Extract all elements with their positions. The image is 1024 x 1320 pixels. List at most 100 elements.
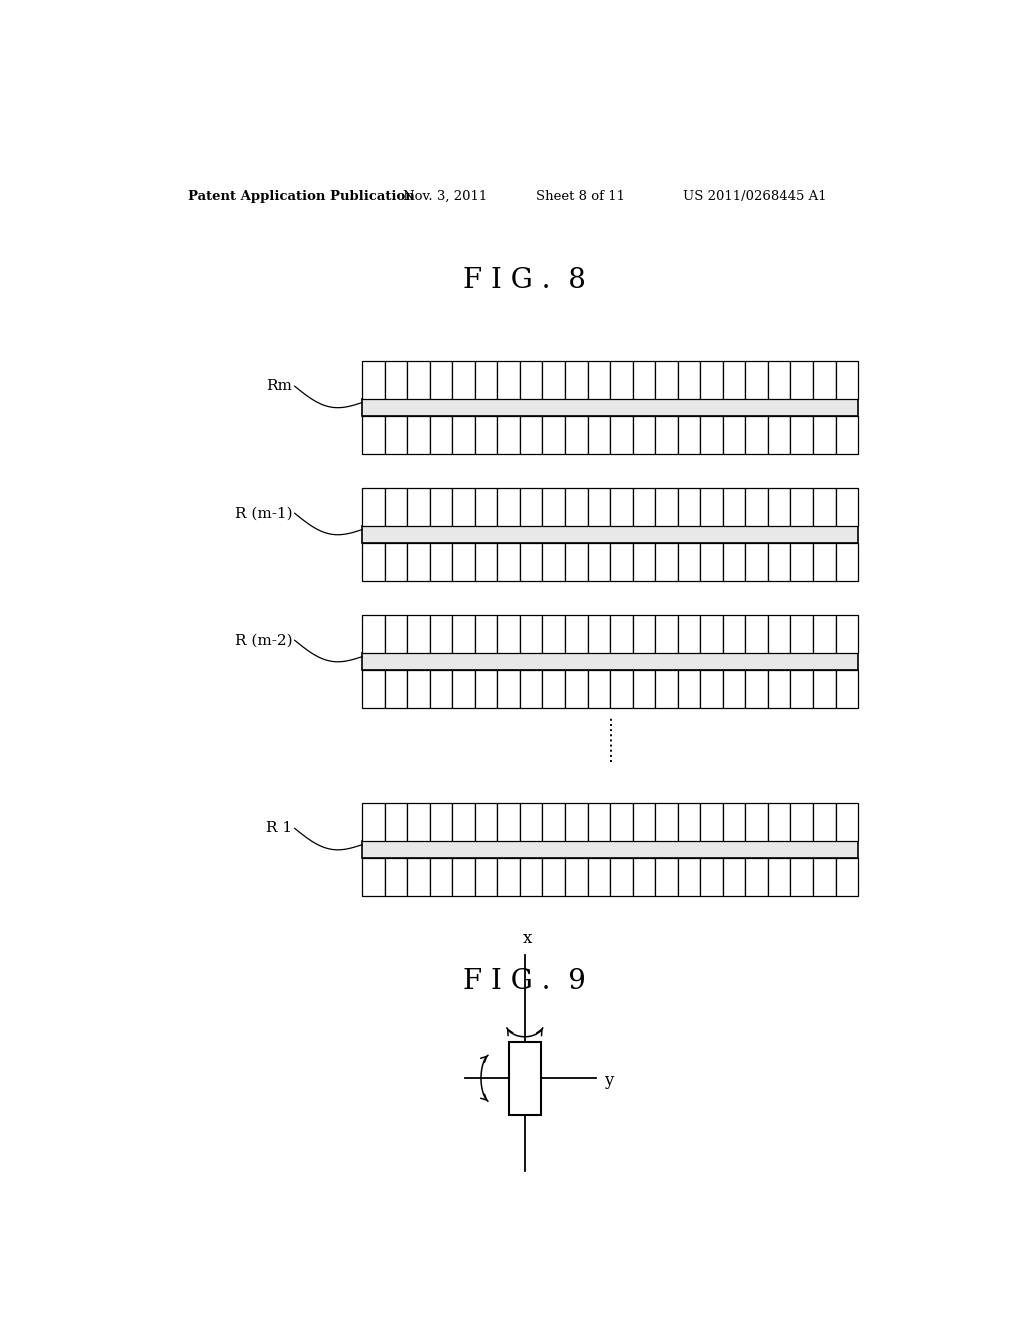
Bar bbox=[768, 858, 791, 896]
Bar bbox=[610, 615, 633, 653]
Bar bbox=[565, 615, 588, 653]
Bar bbox=[430, 615, 453, 653]
Bar bbox=[408, 416, 430, 454]
Bar bbox=[655, 543, 678, 581]
Bar bbox=[633, 669, 655, 709]
Text: R (m-1): R (m-1) bbox=[234, 507, 292, 520]
Bar bbox=[588, 543, 610, 581]
Text: Nov. 3, 2011: Nov. 3, 2011 bbox=[403, 190, 487, 202]
Text: US 2011/0268445 A1: US 2011/0268445 A1 bbox=[683, 190, 826, 202]
Bar bbox=[543, 360, 565, 399]
Bar bbox=[498, 803, 520, 841]
Bar bbox=[520, 615, 543, 653]
Bar bbox=[565, 360, 588, 399]
Bar bbox=[791, 416, 813, 454]
Bar bbox=[453, 543, 475, 581]
Bar bbox=[498, 416, 520, 454]
Bar bbox=[385, 416, 408, 454]
Bar bbox=[633, 615, 655, 653]
Bar bbox=[791, 360, 813, 399]
Bar bbox=[633, 487, 655, 527]
Bar bbox=[633, 360, 655, 399]
Text: Sheet 8 of 11: Sheet 8 of 11 bbox=[536, 190, 625, 202]
Bar bbox=[791, 803, 813, 841]
Bar bbox=[791, 669, 813, 709]
Text: Patent Application Publication: Patent Application Publication bbox=[187, 190, 415, 202]
Bar bbox=[700, 858, 723, 896]
Bar bbox=[813, 543, 836, 581]
Bar bbox=[813, 487, 836, 527]
Bar bbox=[655, 360, 678, 399]
Bar bbox=[408, 669, 430, 709]
Bar bbox=[408, 487, 430, 527]
Bar bbox=[768, 360, 791, 399]
Bar bbox=[565, 487, 588, 527]
Bar bbox=[723, 803, 745, 841]
Bar bbox=[520, 416, 543, 454]
Bar bbox=[745, 543, 768, 581]
Bar bbox=[385, 615, 408, 653]
Bar bbox=[430, 858, 453, 896]
Bar bbox=[475, 615, 498, 653]
Bar bbox=[362, 416, 385, 454]
Bar bbox=[565, 803, 588, 841]
Bar bbox=[430, 543, 453, 581]
Bar bbox=[678, 858, 700, 896]
Bar bbox=[745, 360, 768, 399]
Bar bbox=[813, 416, 836, 454]
Bar bbox=[362, 615, 385, 653]
Text: R 1: R 1 bbox=[266, 821, 292, 836]
Bar bbox=[520, 669, 543, 709]
Bar bbox=[475, 487, 498, 527]
Bar bbox=[588, 487, 610, 527]
Bar bbox=[385, 360, 408, 399]
Text: x: x bbox=[523, 931, 532, 948]
Text: R (m-2): R (m-2) bbox=[234, 634, 292, 647]
Bar bbox=[453, 615, 475, 653]
Text: y: y bbox=[604, 1072, 613, 1089]
Bar bbox=[723, 487, 745, 527]
Bar bbox=[678, 487, 700, 527]
Bar bbox=[408, 543, 430, 581]
Bar bbox=[565, 416, 588, 454]
Bar bbox=[543, 487, 565, 527]
Bar bbox=[700, 669, 723, 709]
Bar bbox=[543, 669, 565, 709]
Bar bbox=[678, 543, 700, 581]
Bar bbox=[700, 360, 723, 399]
Bar bbox=[700, 615, 723, 653]
Bar bbox=[453, 858, 475, 896]
Bar bbox=[678, 803, 700, 841]
Bar bbox=[520, 487, 543, 527]
Bar bbox=[520, 543, 543, 581]
Bar bbox=[408, 360, 430, 399]
Bar bbox=[633, 858, 655, 896]
Bar bbox=[498, 360, 520, 399]
Bar bbox=[723, 858, 745, 896]
Bar bbox=[453, 360, 475, 399]
Bar bbox=[633, 803, 655, 841]
Bar bbox=[723, 360, 745, 399]
Bar bbox=[588, 615, 610, 653]
Bar bbox=[836, 669, 858, 709]
Bar bbox=[430, 669, 453, 709]
Bar bbox=[723, 615, 745, 653]
Bar bbox=[362, 841, 858, 858]
Bar bbox=[362, 527, 858, 543]
Bar bbox=[723, 669, 745, 709]
Bar bbox=[385, 669, 408, 709]
Bar bbox=[655, 615, 678, 653]
Bar bbox=[813, 669, 836, 709]
Text: F I G .  8: F I G . 8 bbox=[464, 267, 586, 294]
Bar bbox=[498, 669, 520, 709]
Bar bbox=[362, 803, 385, 841]
Bar bbox=[768, 615, 791, 653]
Bar bbox=[791, 487, 813, 527]
Bar bbox=[588, 803, 610, 841]
Bar bbox=[385, 803, 408, 841]
Bar bbox=[385, 858, 408, 896]
Bar bbox=[655, 803, 678, 841]
Bar bbox=[633, 543, 655, 581]
Bar bbox=[610, 858, 633, 896]
Bar bbox=[543, 615, 565, 653]
